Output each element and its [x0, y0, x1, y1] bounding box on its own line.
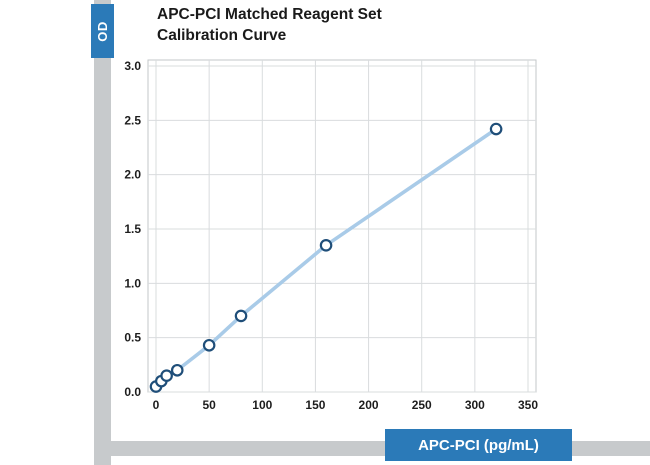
chart-title: APC-PCI Matched Reagent Set Calibration …: [157, 5, 382, 47]
chart-title-line2: Calibration Curve: [157, 26, 287, 44]
x-tick-label: 300: [465, 398, 485, 412]
x-tick-label: 350: [518, 398, 538, 412]
data-point-marker: [489, 122, 503, 136]
data-point-marker: [202, 338, 216, 352]
y-tick-label: 0.5: [124, 331, 141, 345]
y-tick-label: 3.0: [124, 59, 141, 73]
y-tick-label: 1.0: [124, 276, 141, 290]
x-tick-label: 250: [412, 398, 432, 412]
data-point-marker: [319, 239, 333, 252]
y-tick-label: 1.5: [124, 222, 141, 236]
y-tick-label: 2.0: [124, 168, 141, 182]
y-axis-label-badge: OD: [91, 4, 114, 58]
x-tick-label: 100: [252, 398, 272, 412]
left-accent-bar: [94, 0, 111, 465]
x-tick-label: 0: [153, 398, 160, 412]
x-axis-label-badge: APC-PCI (pg/mL): [385, 429, 572, 461]
x-tick-label: 200: [359, 398, 379, 412]
data-point-marker: [234, 309, 248, 323]
x-tick-label: 150: [305, 398, 325, 412]
x-axis-label: APC-PCI (pg/mL): [418, 436, 539, 454]
data-point-marker: [170, 363, 184, 377]
y-tick-label: 0.0: [124, 385, 141, 399]
data-point-marker: [160, 369, 173, 382]
chart-title-line1: APC-PCI Matched Reagent Set: [157, 6, 382, 23]
x-tick-label: 50: [202, 398, 216, 412]
y-tick-label: 2.5: [124, 113, 141, 127]
